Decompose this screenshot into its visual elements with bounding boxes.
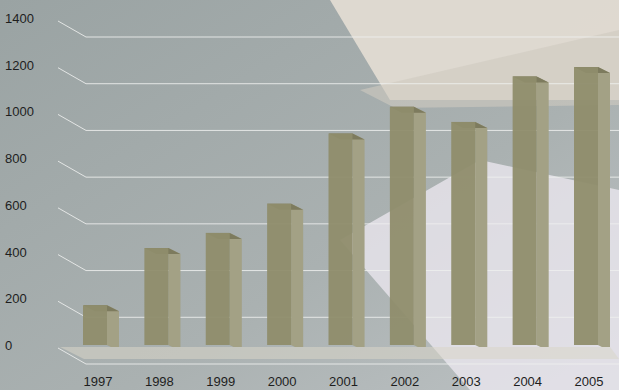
bar-side-shade [414, 107, 426, 347]
bar-side-shade [598, 67, 610, 347]
bar [83, 305, 119, 347]
bar-front [267, 204, 291, 345]
bar-side [414, 107, 426, 347]
bar-side-shade [291, 204, 303, 347]
bar-side [107, 305, 119, 347]
bar [390, 107, 426, 347]
x-tick-label: 2001 [329, 374, 358, 389]
bars [83, 67, 610, 347]
bar-side [230, 233, 242, 347]
x-tick-label: 2003 [452, 374, 481, 389]
bar [267, 204, 303, 347]
y-tick-label: 600 [5, 198, 27, 213]
x-tick-label: 2005 [575, 374, 604, 389]
bar [329, 134, 365, 347]
bar-front [574, 67, 598, 345]
bar [513, 76, 549, 347]
bar-side [353, 134, 365, 347]
x-tick-label: 1997 [84, 374, 113, 389]
bar-front [390, 107, 414, 345]
bar [574, 67, 610, 347]
grid-line [58, 348, 619, 364]
chart: 0 200 400 600 800 1000 1200 1400 1997 1998 1999 200… [0, 0, 619, 390]
x-tick-label: 2000 [268, 374, 297, 389]
bar-front [329, 134, 353, 345]
bar-side-shade [168, 248, 180, 347]
y-tick-label: 400 [5, 245, 27, 260]
y-tick-label: 800 [5, 151, 27, 166]
bar-front [206, 233, 230, 345]
y-tick-label: 1400 [5, 11, 34, 26]
y-tick-label: 1000 [5, 104, 34, 119]
bar-side-shade [107, 305, 119, 347]
y-tick-label: 1200 [5, 58, 34, 73]
bar-side [537, 76, 549, 347]
bar-front [83, 305, 107, 345]
bar-side [475, 122, 487, 347]
bar [451, 122, 487, 347]
bar-side [168, 248, 180, 347]
background [0, 0, 619, 390]
x-tick-label: 1998 [145, 374, 174, 389]
bar-side-shade [475, 122, 487, 347]
bar-front [144, 248, 168, 345]
floor [60, 347, 619, 359]
x-tick-label: 2002 [390, 374, 419, 389]
bar-side-shade [353, 134, 365, 347]
y-tick-label: 0 [5, 338, 12, 353]
bar-side [291, 204, 303, 347]
bar-side-shade [537, 76, 549, 347]
bar-front [451, 122, 475, 345]
bar-side-shade [230, 233, 242, 347]
bar [206, 233, 242, 347]
bar [144, 248, 180, 347]
bar-front [513, 76, 537, 345]
grid-line [58, 21, 619, 37]
x-tick-label: 2004 [513, 374, 542, 389]
bar-side [598, 67, 610, 347]
y-tick-label: 200 [5, 291, 27, 306]
x-tick-label: 1999 [206, 374, 235, 389]
